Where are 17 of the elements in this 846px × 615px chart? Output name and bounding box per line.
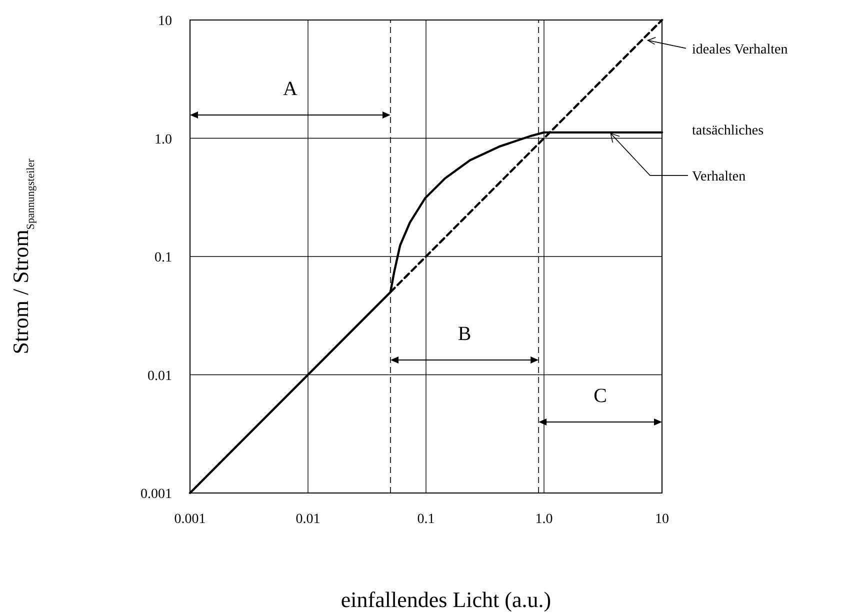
x-tick-label: 0.1	[417, 512, 435, 527]
annotation: A	[283, 78, 298, 100]
y-tick-label: 10	[158, 14, 172, 29]
x-tick-label: 1.0	[535, 512, 553, 527]
annotation: C	[594, 385, 607, 407]
x-tick-label: 0.01	[296, 512, 320, 527]
annotation: B	[458, 323, 472, 345]
y-tick-label: 0.1	[154, 250, 172, 266]
text: tatsächliches	[692, 123, 764, 138]
annotation: ideales Verhalten	[692, 42, 788, 58]
y-tick-label: 0.001	[140, 487, 172, 502]
y-tick-label: 0.01	[148, 368, 172, 384]
y-tick-label: 1.0	[154, 132, 172, 148]
annotation: Verhalten	[692, 169, 746, 184]
x-tick-label: 0.001	[174, 512, 206, 527]
x-axis-title: einfallendes Licht (a.u.)	[340, 587, 552, 612]
x-tick-label: 10	[655, 512, 669, 527]
